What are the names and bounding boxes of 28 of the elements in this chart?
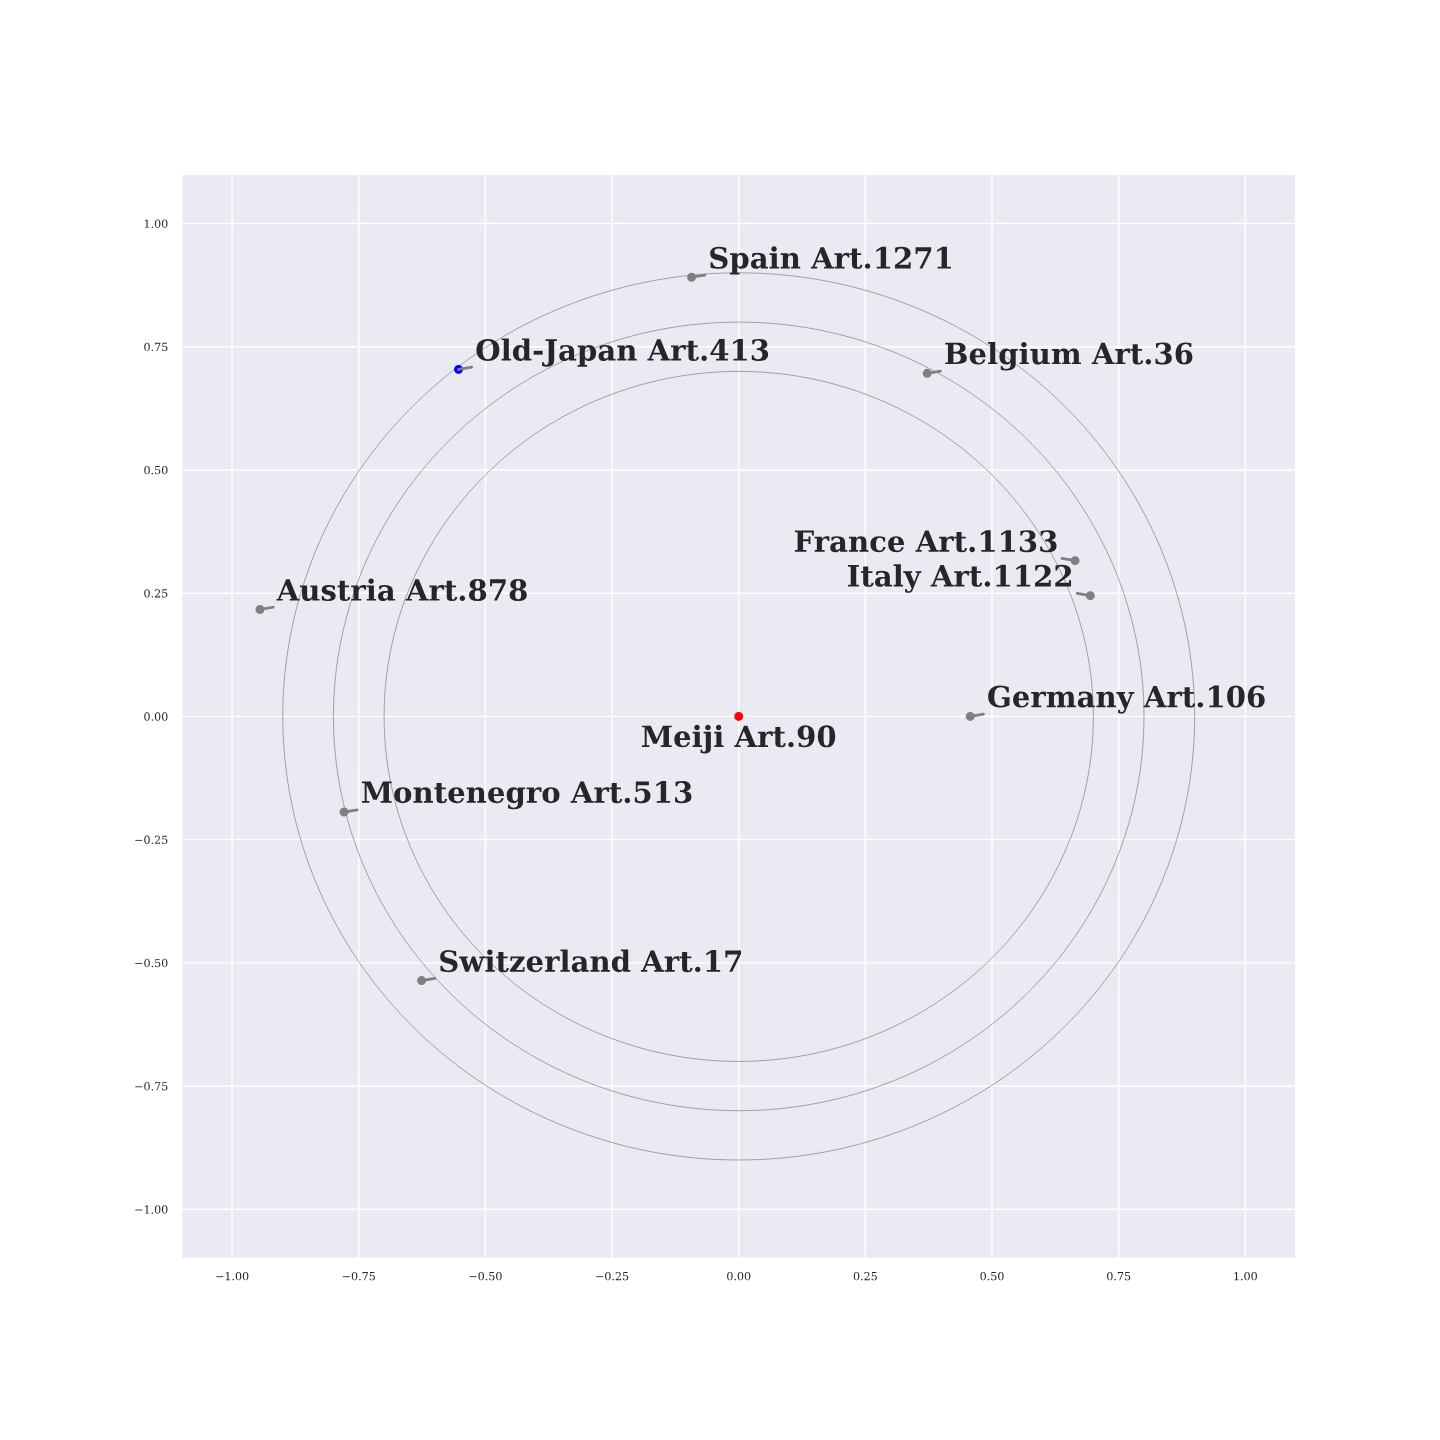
x-tick-label: 0.25 (853, 1271, 877, 1281)
y-tick-label: −0.25 (135, 835, 168, 844)
y-tick-label: −1.00 (135, 1205, 168, 1214)
x-tick-label: −0.50 (469, 1271, 502, 1281)
annotation: Spain Art.1271 (710, 246, 951, 275)
annotation: Germany Art.106 (988, 685, 1265, 714)
annotation: Italy Art.1122 (848, 564, 1072, 593)
annotation: Old-Japan Art.413 (476, 338, 769, 367)
x-tick-label: 0.75 (1107, 1271, 1131, 1281)
annotation: France Art.1133 (794, 530, 1057, 553)
x-tick-label: 0.50 (980, 1271, 1004, 1281)
y-tick-label: −0.75 (135, 1082, 168, 1091)
y-tick-label: 0.75 (144, 342, 168, 352)
x-tick-label: −0.25 (596, 1271, 629, 1281)
y-tick-label: 1.00 (144, 219, 168, 228)
y-tick-label: 0.25 (144, 589, 168, 598)
x-tick-label: 1.00 (1234, 1271, 1257, 1281)
y-tick-label: −0.50 (135, 958, 168, 968)
x-tick-label: −1.00 (216, 1271, 249, 1281)
y-tick-label: 0.50 (144, 465, 168, 475)
annotation: Switzerland Art.17 (440, 949, 741, 973)
x-tick-label: 0.00 (727, 1271, 751, 1281)
annotation: Meiji Art.90 (641, 724, 836, 754)
y-tick-label: 0.00 (144, 712, 168, 721)
x-tick-label: −0.75 (342, 1271, 375, 1281)
annotation: Belgium Art.36 (945, 341, 1193, 371)
annotation: Austria Art.878 (276, 578, 527, 602)
annotation: Montenegro Art.513 (361, 781, 692, 810)
